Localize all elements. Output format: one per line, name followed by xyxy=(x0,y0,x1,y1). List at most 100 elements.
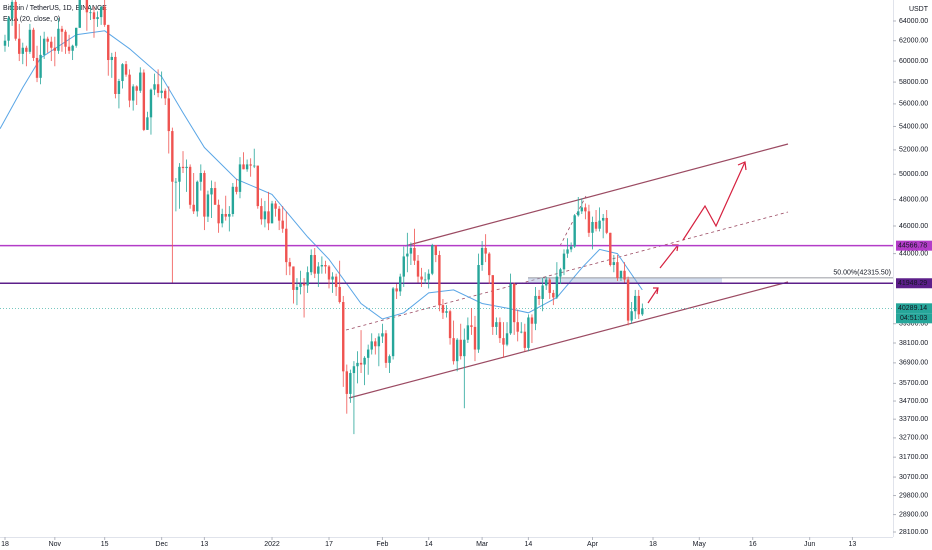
x-tick-label: 13 xyxy=(200,541,208,548)
candle-body xyxy=(327,266,331,280)
candle-body xyxy=(231,186,235,214)
candle-body xyxy=(512,283,516,323)
candle-body xyxy=(619,270,623,279)
fib-label: 50.00%(42315.50) xyxy=(833,270,891,277)
candle-body xyxy=(192,204,195,212)
candle-body xyxy=(199,173,203,182)
x-tick-label: 16 xyxy=(749,541,757,548)
countdown-box xyxy=(896,313,932,324)
candle-body xyxy=(160,90,163,93)
candle-body xyxy=(338,286,341,303)
candle-body xyxy=(71,45,74,51)
candle-body xyxy=(295,286,299,290)
level-label: 44566.78 xyxy=(898,243,927,250)
y-tick-label: 28900.00 xyxy=(899,511,928,518)
candle-body xyxy=(612,262,616,266)
arrow-1 xyxy=(647,287,659,304)
arrow-3 xyxy=(682,161,746,241)
candle-body xyxy=(42,38,46,55)
channel-upper xyxy=(404,143,789,247)
x-tick-label: May xyxy=(693,541,707,548)
candle-body xyxy=(96,17,99,20)
candle-body xyxy=(238,164,242,192)
y-tick-label: 46000.00 xyxy=(899,223,928,230)
candle-body xyxy=(171,131,174,182)
candle-body xyxy=(67,46,71,51)
candle-body xyxy=(117,81,121,94)
channel-lower xyxy=(348,281,789,399)
x-tick-label: 15 xyxy=(101,541,109,548)
candle-body xyxy=(534,295,537,324)
y-tick-label: 64000.00 xyxy=(899,18,928,25)
candle-body xyxy=(605,217,608,233)
candle-body xyxy=(107,24,110,61)
y-tick-label: 33700.00 xyxy=(899,416,928,423)
candle-body xyxy=(598,220,601,229)
candle-body xyxy=(203,173,206,217)
y-tick-label: 60000.00 xyxy=(899,58,928,65)
candle-body xyxy=(420,276,423,280)
arrow-2 xyxy=(659,244,679,269)
candle-body xyxy=(509,283,512,334)
candle-body xyxy=(14,1,17,39)
level-label: 41948.29 xyxy=(898,280,927,287)
x-tick-label: 2022 xyxy=(264,541,280,548)
candle-body xyxy=(616,262,619,279)
candle-body xyxy=(342,302,345,372)
candle-body xyxy=(121,64,124,82)
candle-body xyxy=(10,1,14,19)
candle-body xyxy=(142,72,146,130)
y-tick-label: 58000.00 xyxy=(899,79,928,86)
candle-body xyxy=(591,221,594,233)
candle-body xyxy=(103,6,106,25)
candle-body xyxy=(50,41,53,48)
candle-body xyxy=(520,331,523,333)
candle-body xyxy=(495,322,498,327)
candle-body xyxy=(288,262,292,267)
y-tick-label: 35700.00 xyxy=(899,380,928,387)
candle-body xyxy=(541,285,544,299)
x-tick-label: Feb xyxy=(376,541,388,548)
x-tick-label: Dec xyxy=(155,541,168,548)
candle-body xyxy=(630,311,633,321)
candle-body xyxy=(174,181,178,183)
candle-body xyxy=(317,266,320,274)
candle-body xyxy=(505,333,509,345)
candle-body xyxy=(188,166,192,205)
candle-body xyxy=(114,56,117,94)
candle-body xyxy=(431,245,434,274)
candle-body xyxy=(537,295,541,299)
y-tick-label: 50000.00 xyxy=(899,171,928,178)
currency-label: USDT xyxy=(909,6,929,13)
candle-body xyxy=(566,249,569,254)
x-tick-label: Nov xyxy=(49,541,62,548)
candle-body xyxy=(488,253,491,276)
candle-body xyxy=(178,166,181,182)
candle-body xyxy=(491,275,494,327)
y-tick-label: 52000.00 xyxy=(899,147,928,154)
candle-body xyxy=(345,371,349,394)
candle-body xyxy=(185,166,188,169)
candle-body xyxy=(530,317,534,324)
candle-body xyxy=(470,325,473,327)
candle-body xyxy=(64,31,67,47)
candle-body xyxy=(580,207,584,212)
candle-body xyxy=(477,265,480,350)
candle-body xyxy=(395,288,398,292)
candle-body xyxy=(406,253,409,257)
candle-body xyxy=(18,38,21,54)
candle-body xyxy=(213,188,217,205)
y-tick-label: 54000.00 xyxy=(899,123,928,130)
candle-body xyxy=(60,28,64,32)
candle-body xyxy=(89,12,92,14)
x-tick-label: 14 xyxy=(425,541,433,548)
candle-body xyxy=(281,220,284,229)
candle-body xyxy=(363,357,366,365)
candle-body xyxy=(527,317,530,348)
candle-body xyxy=(277,208,281,221)
candle-body xyxy=(569,246,573,250)
candle-body xyxy=(552,292,555,298)
candle-body xyxy=(609,232,612,266)
